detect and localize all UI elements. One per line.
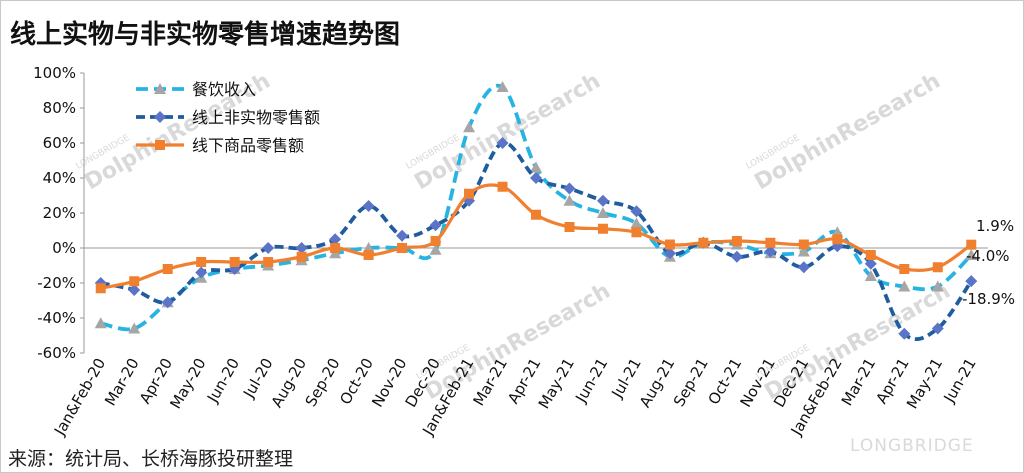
data-point-series-2 <box>195 266 208 279</box>
data-point-series-3 <box>531 209 541 220</box>
data-point-series-1 <box>596 207 609 218</box>
data-point-series-1 <box>797 245 810 257</box>
data-point-series-3 <box>196 257 207 267</box>
data-point-series-3 <box>296 251 307 262</box>
data-point-series-2 <box>663 247 676 260</box>
y-tick-label: -60% <box>37 344 76 362</box>
data-label: 1.9% <box>976 217 1014 235</box>
data-point-series-2 <box>362 200 375 212</box>
data-point-series-2 <box>161 296 174 309</box>
legend-label-3: 线下商品零售额 <box>192 136 304 155</box>
data-point-series-2 <box>530 172 542 184</box>
data-point-series-2 <box>965 275 978 288</box>
data-point-series-1 <box>530 161 542 173</box>
data-point-series-2 <box>429 219 442 232</box>
data-point-series-1 <box>563 194 576 206</box>
legend-marker-2 <box>154 111 166 123</box>
data-point-series-2 <box>496 137 509 149</box>
x-tick-label: Jun-21 <box>940 355 980 406</box>
data-point-series-2 <box>128 284 141 296</box>
legend-marker-1 <box>154 83 166 94</box>
data-point-series-1 <box>463 121 476 133</box>
y-tick-label: 60% <box>43 134 76 152</box>
data-point-series-3 <box>129 276 140 287</box>
legend-marker-3 <box>155 140 165 150</box>
watermark-name: DolphinResearch <box>751 69 945 196</box>
data-point-series-1 <box>128 322 141 334</box>
y-tick-label: 20% <box>43 204 76 222</box>
data-point-series-2 <box>563 182 576 195</box>
data-point-series-3 <box>497 181 508 192</box>
data-point-series-2 <box>898 327 911 340</box>
data-label: -4.0% <box>966 247 1010 265</box>
data-point-series-1 <box>965 249 978 260</box>
legend-label-1: 餐饮收入 <box>192 80 256 99</box>
y-tick-label: -40% <box>37 309 76 327</box>
data-point-series-2 <box>797 261 810 274</box>
data-point-series-3 <box>263 257 274 267</box>
data-point-series-3 <box>597 223 608 234</box>
data-point-series-3 <box>430 236 441 246</box>
data-point-series-2 <box>931 322 944 335</box>
watermark-name: DolphinResearch <box>411 69 605 196</box>
data-point-series-2 <box>262 242 275 254</box>
source-note: 来源：统计局、长桥海豚投研整理 <box>8 448 294 470</box>
legend-label-2: 线上非实物零售额 <box>192 108 320 127</box>
x-tick-label: Jun-20 <box>203 355 243 406</box>
data-point-series-2 <box>396 229 409 242</box>
x-tick-label: Jun-21 <box>571 355 611 406</box>
x-tick-label: Jan&Feb-20 <box>50 355 109 439</box>
data-point-series-2 <box>630 205 643 218</box>
data-point-series-3 <box>832 234 843 245</box>
data-label: -18.9% <box>962 290 1015 308</box>
y-tick-label: 0% <box>52 239 76 257</box>
data-point-series-1 <box>864 270 877 281</box>
y-tick-label: -20% <box>37 274 76 292</box>
data-point-series-1 <box>898 280 911 292</box>
data-point-series-1 <box>496 81 509 92</box>
data-point-series-2 <box>295 242 308 254</box>
data-point-series-3 <box>966 239 977 250</box>
data-point-series-3 <box>698 237 709 248</box>
data-point-series-3 <box>464 188 475 199</box>
data-point-series-1 <box>94 317 107 329</box>
data-point-series-3 <box>932 262 943 273</box>
data-point-series-3 <box>95 283 106 294</box>
data-point-series-1 <box>630 217 643 229</box>
data-point-series-3 <box>564 222 575 232</box>
y-tick-label: 40% <box>43 169 76 187</box>
data-point-series-3 <box>363 250 374 260</box>
data-point-series-2 <box>596 194 609 207</box>
y-tick-label: 80% <box>43 99 76 117</box>
data-point-series-3 <box>162 264 173 274</box>
data-point-series-1 <box>931 280 944 292</box>
data-point-series-3 <box>664 239 675 250</box>
y-tick-label: 100% <box>33 64 76 82</box>
data-point-series-3 <box>798 239 809 250</box>
data-point-series-3 <box>865 250 876 260</box>
chart-title: 线上实物与非实物零售增速趋势图 <box>10 20 401 50</box>
data-point-series-2 <box>329 233 342 246</box>
data-point-series-3 <box>330 243 341 253</box>
data-point-series-2 <box>730 250 743 263</box>
data-point-series-3 <box>229 257 240 267</box>
data-point-series-2 <box>864 257 877 270</box>
watermark-logo: LONGBRIDGE <box>850 436 974 456</box>
data-point-series-1 <box>429 243 442 255</box>
data-point-series-3 <box>765 237 776 248</box>
data-point-series-2 <box>764 245 777 258</box>
data-point-series-3 <box>731 236 742 246</box>
data-point-series-3 <box>631 227 642 238</box>
series-line-1 <box>100 83 973 332</box>
data-point-series-3 <box>899 264 910 274</box>
data-point-series-3 <box>397 243 408 253</box>
